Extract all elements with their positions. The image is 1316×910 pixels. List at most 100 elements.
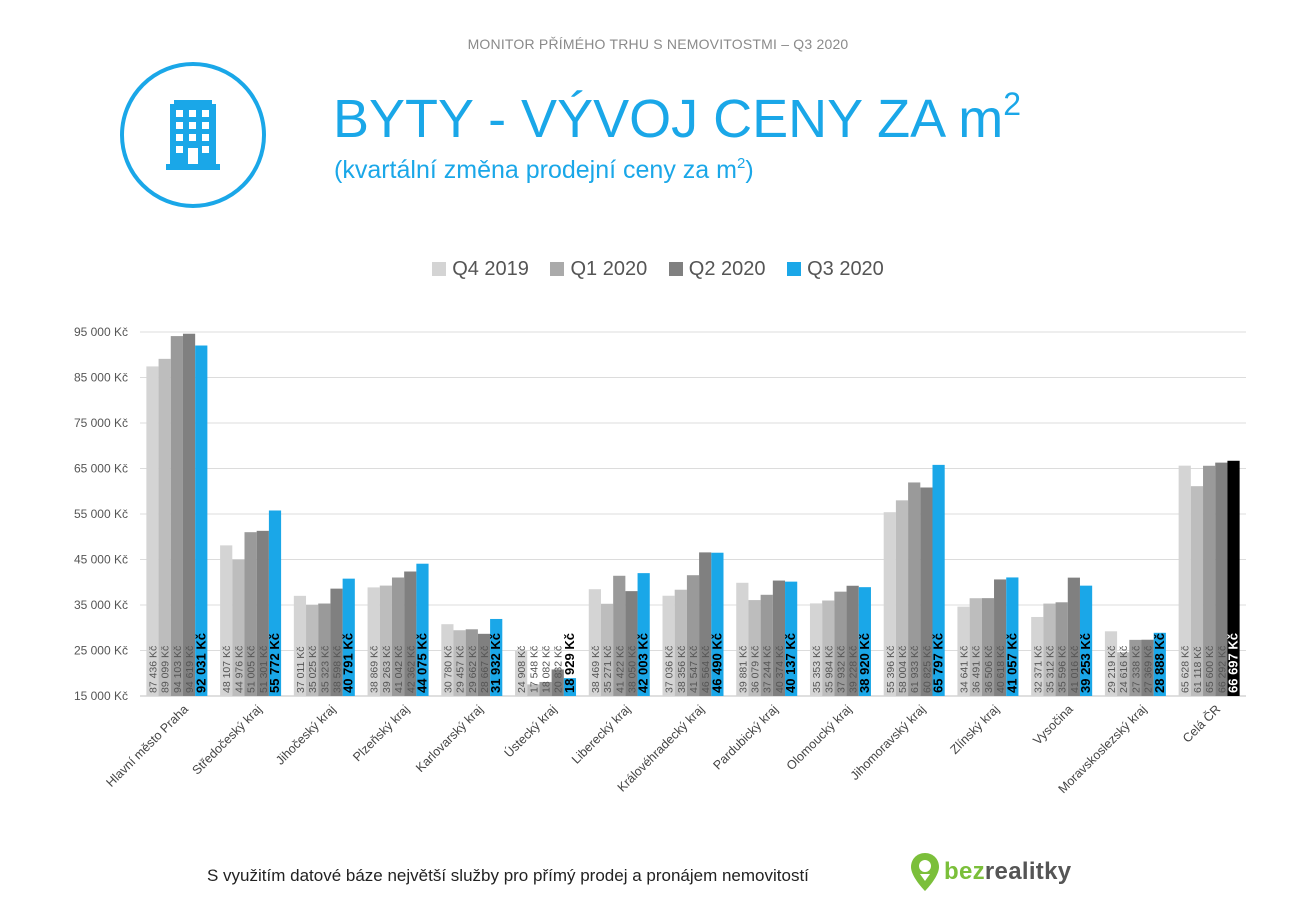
bar — [772, 580, 786, 696]
bar — [1117, 652, 1130, 696]
bar — [232, 559, 245, 696]
x-tick-label: Jihočeský kraj — [273, 702, 338, 767]
bar-value-label: 65 797 Kč — [931, 633, 946, 693]
bar — [220, 545, 233, 696]
bar — [515, 650, 528, 696]
bar-value-label: 35 323 Kč — [319, 646, 331, 693]
bar — [1190, 486, 1204, 696]
building-logo — [120, 62, 266, 208]
bar-value-label: 40 618 Kč — [995, 646, 1007, 693]
y-tick-label: 95 000 Kč — [74, 325, 128, 339]
bar-value-label: 18 082 Kč — [541, 646, 553, 693]
bar — [588, 589, 601, 696]
bar — [699, 552, 712, 696]
bar — [822, 600, 835, 696]
bar-value-label: 37 244 Kč — [762, 646, 774, 693]
bar-value-label: 89 099 Kč — [160, 646, 172, 693]
legend-label: Q1 2020 — [570, 258, 648, 280]
bar-value-label: 35 312 Kč — [1044, 646, 1056, 693]
bar — [318, 603, 331, 696]
bar — [1079, 585, 1093, 696]
x-tick-label: Zlínský kraj — [947, 702, 1002, 757]
bar-chart: 15 000 Kč 25 000 Kč 35 000 Kč 45 000 Kč 55 0… — [74, 325, 1246, 796]
bar-value-label: 37 011 Kč — [295, 646, 307, 693]
bar — [686, 575, 700, 696]
brand-name-part2: realitky — [984, 858, 1072, 885]
bar — [908, 482, 921, 696]
bar-value-label: 24 908 Kč — [516, 646, 528, 693]
bar-value-label: 44 075 Kč — [414, 633, 429, 693]
bar — [748, 600, 761, 696]
bar-value-label: 94 619 Kč — [184, 646, 196, 693]
title-superscript: 2 — [1003, 86, 1021, 122]
bar — [244, 532, 257, 696]
bar-value-label: 38 469 Kč — [590, 646, 602, 693]
bar-value-label: 44 976 Kč — [233, 646, 245, 693]
bar-value-label: 39 263 Kč — [381, 646, 393, 693]
bar — [920, 487, 933, 696]
bar-value-label: 20 832 Kč — [553, 646, 565, 693]
bar — [834, 591, 847, 696]
bar — [600, 603, 614, 696]
bar-value-label: 60 825 Kč — [921, 646, 933, 693]
bar-value-label: 38 598 Kč — [332, 646, 344, 693]
bar-value-label: 41 547 Kč — [688, 646, 700, 693]
legend-item-q1-2020: Q1 2020 — [550, 258, 647, 281]
bar — [293, 595, 307, 696]
bar-value-label: 31 932 Kč — [488, 633, 503, 693]
bar-value-label: 30 780 Kč — [442, 646, 454, 693]
bar-value-label: 39 881 Kč — [737, 646, 749, 693]
bar — [1178, 465, 1191, 696]
bar-value-label: 55 396 Kč — [885, 646, 897, 693]
bar-value-label: 38 050 Kč — [626, 646, 638, 693]
y-tick-label: 55 000 Kč — [74, 507, 128, 521]
bar-value-label: 37 036 Kč — [664, 646, 676, 693]
bar-value-label: 29 219 Kč — [1106, 646, 1118, 693]
bar-value-label: 38 869 Kč — [369, 646, 381, 693]
legend-swatch — [550, 262, 565, 276]
legend-swatch — [432, 262, 447, 276]
bar — [1227, 460, 1240, 696]
building-icon — [166, 100, 220, 170]
bar — [674, 589, 687, 696]
legend-label: Q3 2020 — [807, 258, 884, 280]
bar — [527, 684, 540, 696]
y-tick-label: 35 000 Kč — [74, 598, 128, 612]
bar-value-label: 40 137 Kč — [783, 633, 798, 693]
bar — [182, 333, 196, 696]
bar — [563, 678, 577, 696]
bar-value-label: 94 103 Kč — [172, 646, 184, 693]
bar — [760, 594, 773, 696]
bar — [1129, 639, 1142, 696]
x-tick-label: Pardubický kraj — [711, 702, 781, 772]
legend-swatch — [787, 262, 802, 276]
bar-value-label: 66 697 Kč — [1226, 633, 1241, 693]
bar-value-label: 35 353 Kč — [811, 646, 823, 693]
legend-swatch — [668, 262, 683, 276]
bar — [342, 578, 355, 696]
bar-value-label: 28 667 Kč — [479, 646, 491, 693]
bar — [809, 603, 823, 696]
bar-value-label: 42 362 Kč — [405, 646, 417, 693]
page-title: BYTY - VÝVOJ CENY ZA m2 — [333, 88, 1021, 146]
bar — [625, 591, 638, 696]
bar — [1055, 602, 1068, 696]
bar — [1067, 577, 1080, 696]
bar — [539, 681, 552, 696]
location-pin-icon — [911, 853, 939, 891]
bar — [1031, 616, 1044, 696]
bar-value-label: 36 506 Kč — [983, 646, 995, 693]
bar-value-label: 29 662 Kč — [467, 646, 479, 693]
bar — [846, 585, 859, 696]
x-tick-label: Plzeňský kraj — [350, 702, 412, 764]
bar — [195, 345, 208, 696]
bar-value-label: 66 292 Kč — [1216, 646, 1228, 693]
bar — [404, 571, 417, 696]
bar — [391, 577, 405, 696]
bar-value-label: 35 984 Kč — [823, 646, 835, 693]
bar — [367, 587, 380, 696]
bar — [268, 510, 282, 696]
bar — [146, 366, 159, 696]
subtitle-superscript: 2 — [736, 155, 746, 172]
x-tick-label: Vysočina — [1030, 702, 1075, 747]
